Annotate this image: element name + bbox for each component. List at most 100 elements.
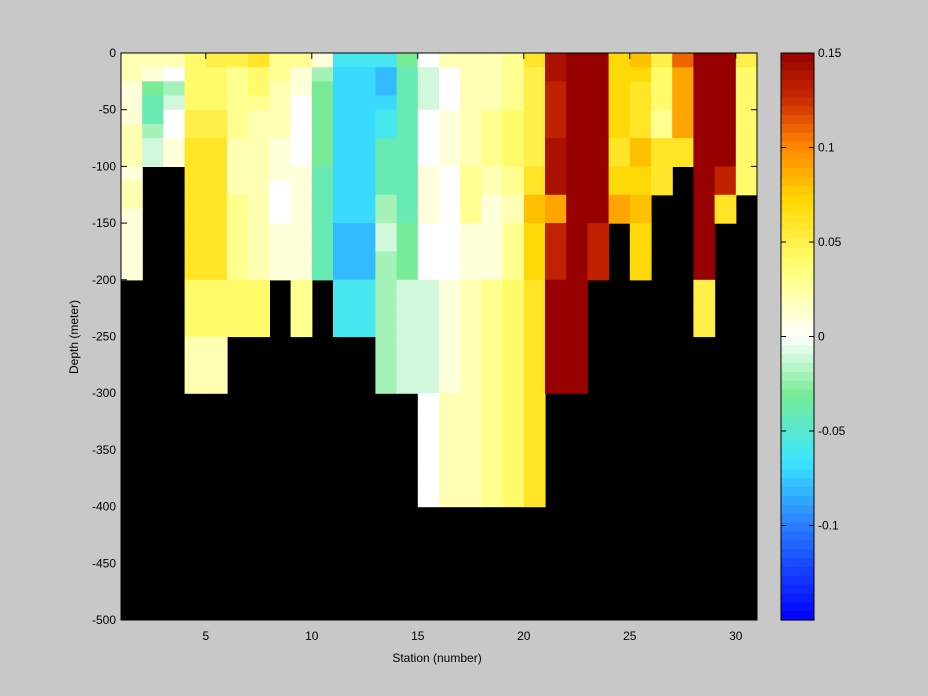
heatmap-cell bbox=[502, 336, 525, 352]
heatmap-cell bbox=[735, 138, 758, 153]
heatmap-cell bbox=[375, 208, 398, 224]
heatmap-cell bbox=[502, 449, 525, 465]
heatmap-cell bbox=[566, 194, 588, 210]
heatmap-cell bbox=[375, 265, 398, 281]
heatmap-cell bbox=[714, 194, 737, 210]
heatmap-cell bbox=[545, 109, 567, 125]
heatmap-cell bbox=[481, 109, 504, 125]
heatmap-cell bbox=[460, 393, 482, 408]
heatmap-cell bbox=[333, 223, 355, 238]
colorbar-tick-label: -0.05 bbox=[818, 424, 846, 438]
heatmap-cell bbox=[227, 265, 249, 281]
heatmap-cell bbox=[439, 208, 461, 224]
heatmap-cell bbox=[248, 180, 270, 196]
heatmap-cell bbox=[629, 152, 652, 167]
heatmap-cell bbox=[545, 364, 567, 380]
heatmap-cell bbox=[460, 379, 482, 394]
heatmap-cell bbox=[121, 265, 143, 281]
heatmap-cell bbox=[460, 421, 482, 437]
heatmap-cell bbox=[523, 279, 546, 295]
heatmap-cell bbox=[227, 293, 249, 309]
heatmap-cell bbox=[608, 180, 631, 196]
heatmap-cell bbox=[587, 53, 610, 68]
heatmap-cell bbox=[693, 166, 716, 182]
heatmap-cell bbox=[481, 123, 504, 139]
heatmap-cell bbox=[417, 293, 440, 309]
heatmap-cell bbox=[651, 138, 673, 153]
heatmap-cell bbox=[184, 109, 207, 125]
heatmap-cell bbox=[269, 53, 292, 68]
heatmap-cell bbox=[396, 53, 419, 68]
heatmap-cell bbox=[227, 308, 249, 323]
heatmap-cell bbox=[354, 237, 376, 253]
heatmap-cell bbox=[375, 293, 398, 309]
heatmap-cell bbox=[460, 166, 482, 182]
heatmap-cell bbox=[651, 67, 673, 82]
heatmap-cell bbox=[566, 223, 588, 238]
heatmap-cell bbox=[396, 293, 419, 309]
heatmap-cell bbox=[248, 251, 270, 267]
heatmap-cell bbox=[375, 95, 398, 111]
heatmap-cell bbox=[714, 208, 737, 224]
heatmap-cell bbox=[523, 138, 546, 153]
heatmap-cell bbox=[608, 166, 631, 182]
heatmap-cell bbox=[481, 449, 504, 465]
x-tick-label: 30 bbox=[729, 629, 743, 643]
heatmap-cell bbox=[121, 208, 143, 224]
heatmap-cell bbox=[205, 67, 228, 82]
heatmap-cell bbox=[523, 95, 546, 111]
heatmap-cell bbox=[375, 180, 398, 196]
colorbar-segment bbox=[781, 549, 814, 559]
heatmap-cell bbox=[481, 421, 504, 437]
heatmap-cell bbox=[269, 109, 292, 125]
heatmap-cell bbox=[184, 279, 207, 295]
heatmap-cell bbox=[269, 138, 292, 153]
heatmap-cell bbox=[248, 293, 270, 309]
heatmap-cell bbox=[735, 81, 758, 97]
colorbar-segment bbox=[781, 354, 814, 364]
heatmap-cell bbox=[545, 208, 567, 224]
heatmap-cell bbox=[311, 265, 334, 281]
heatmap-cell bbox=[629, 265, 652, 281]
heatmap-cell bbox=[651, 81, 673, 97]
heatmap-cell bbox=[121, 138, 143, 153]
heatmap-cell bbox=[417, 379, 440, 394]
heatmap-cell bbox=[142, 123, 164, 139]
heatmap-cell bbox=[545, 194, 567, 210]
y-tick-label: -250 bbox=[92, 330, 116, 344]
heatmap-cell bbox=[333, 53, 355, 68]
colorbar-segment bbox=[781, 371, 814, 382]
heatmap-cell bbox=[481, 435, 504, 451]
heatmap-cell bbox=[354, 138, 376, 153]
heatmap-cell bbox=[439, 350, 461, 366]
heatmap-cell bbox=[121, 95, 143, 111]
heatmap-cell bbox=[269, 223, 292, 238]
heatmap-cell bbox=[163, 152, 186, 167]
heatmap-cell bbox=[651, 166, 673, 182]
heatmap-cell bbox=[417, 152, 440, 167]
heatmap-cell bbox=[714, 166, 737, 182]
heatmap-cell bbox=[439, 279, 461, 295]
heatmap-cell bbox=[523, 464, 546, 479]
heatmap-cell bbox=[439, 435, 461, 451]
heatmap-cell bbox=[205, 223, 228, 238]
y-tick-label: -350 bbox=[92, 443, 116, 457]
heatmap-cell bbox=[629, 81, 652, 97]
heatmap-cell bbox=[396, 95, 419, 111]
heatmap-cell bbox=[439, 152, 461, 167]
heatmap-cell bbox=[672, 123, 694, 139]
heatmap-cell bbox=[205, 123, 228, 139]
colorbar bbox=[781, 53, 814, 621]
heatmap-cell bbox=[439, 322, 461, 338]
heatmap-cell bbox=[714, 67, 737, 82]
heatmap-cell bbox=[354, 109, 376, 125]
heatmap-cell bbox=[163, 53, 186, 68]
heatmap-cell bbox=[439, 364, 461, 380]
heatmap-cell bbox=[608, 123, 631, 139]
heatmap-cell bbox=[269, 180, 292, 196]
colorbar-tick-label: 0.05 bbox=[818, 235, 842, 249]
heatmap-cell bbox=[333, 265, 355, 281]
heatmap-cell bbox=[693, 123, 716, 139]
heatmap-cell bbox=[566, 95, 588, 111]
heatmap-cell bbox=[523, 379, 546, 394]
